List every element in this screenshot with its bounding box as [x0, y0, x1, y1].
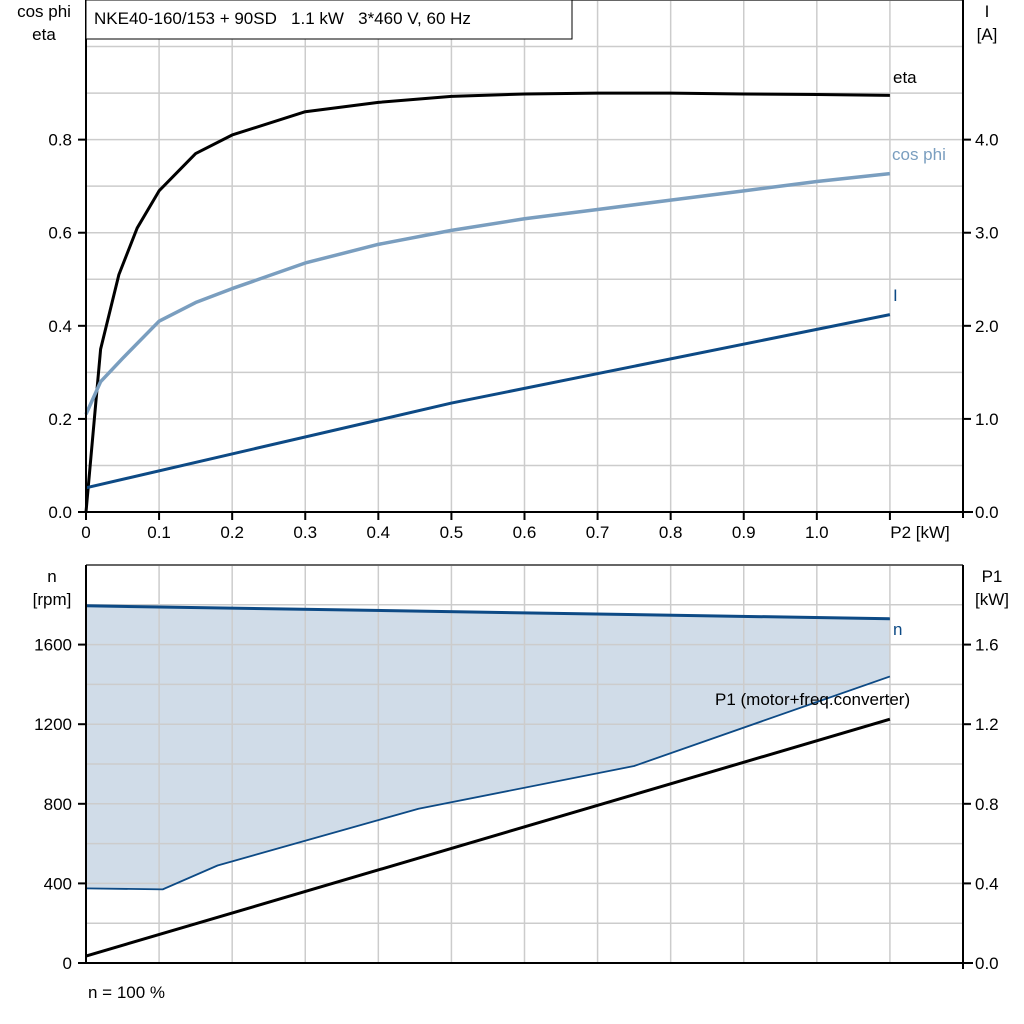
bottom-left-axis-label-1: n — [47, 567, 56, 586]
series-label-cos-phi: cos phi — [892, 145, 946, 164]
top-right-axis-label-2: [A] — [977, 25, 998, 44]
top-left-tick-label: 0.4 — [48, 317, 72, 336]
x-tick-label: 0.6 — [513, 523, 537, 542]
top-left-tick-label: 0.2 — [48, 410, 72, 429]
series-label-P1: P1 (motor+freq.converter) — [715, 690, 910, 709]
series-line-n-lower-limit — [85, 675, 891, 891]
top-left-tick-label: 0.6 — [48, 224, 72, 243]
x-axis-label: P2 [kW] — [890, 523, 950, 542]
bottom-left-tick-label: 0 — [63, 954, 72, 973]
bottom-right-axis-label-2: [kW] — [975, 590, 1009, 609]
top-right-tick-label: 0.0 — [975, 503, 999, 522]
top-left-axis-label-2: eta — [32, 25, 56, 44]
bottom-right-tick-label: 1.2 — [975, 715, 999, 734]
top-left-tick-label: 0.0 — [48, 503, 72, 522]
bottom-left-tick-label: 1600 — [34, 636, 72, 655]
x-tick-label: 0 — [81, 523, 90, 542]
top-right-tick-label: 3.0 — [975, 224, 999, 243]
top-right-axis-label-1: I — [985, 2, 990, 21]
top-plot-grid — [86, 0, 963, 512]
x-tick-label: 0.4 — [367, 523, 391, 542]
chart-title: NKE40-160/153 + 90SD 1.1 kW 3*460 V, 60 … — [94, 9, 471, 28]
top-right-tick-label: 1.0 — [975, 410, 999, 429]
bottom-left-tick-label: 400 — [44, 874, 72, 893]
title-box — [85, 0, 573, 40]
series-line-eta — [84, 91, 890, 513]
series-label-n: n — [893, 620, 902, 639]
series-label-I: I — [893, 286, 898, 305]
bottom-left-tick-label: 800 — [44, 795, 72, 814]
bottom-right-tick-label: 0.0 — [975, 954, 999, 973]
bottom-left-tick-label: 1200 — [34, 715, 72, 734]
bottom-right-tick-label: 0.8 — [975, 795, 999, 814]
series-line-cos-phi — [84, 171, 891, 415]
series-line-p1-motor-freq-converter- — [85, 717, 891, 958]
top-right-tick-label: 4.0 — [975, 131, 999, 150]
bottom-right-axis-label-1: P1 — [982, 567, 1003, 586]
x-tick-label: 0.2 — [220, 523, 244, 542]
x-tick-label: 0.7 — [586, 523, 610, 542]
bottom-left-axis-label-2: [rpm] — [33, 590, 72, 609]
x-tick-label: 0.1 — [147, 523, 171, 542]
bottom-right-tick-label: 1.6 — [975, 636, 999, 655]
x-tick-label: 1.0 — [805, 523, 829, 542]
axes: 0.0 0.2 0.4 0.6 0.8 0.0 1.0 2.0 3.0 4.0 0 0.1 0.2 0.3… — [34, 0, 999, 973]
footer-note: n = 100 % — [88, 983, 165, 1002]
series-lines — [84, 91, 891, 958]
series-label-eta: eta — [893, 68, 917, 87]
top-right-tick-label: 2.0 — [975, 317, 999, 336]
series-line-i — [85, 313, 891, 490]
series-line-n — [85, 604, 890, 621]
bottom-plot-grid — [86, 564, 963, 963]
x-tick-label: 0.9 — [732, 523, 756, 542]
x-tick-label: 0.8 — [659, 523, 683, 542]
top-left-tick-label: 0.8 — [48, 131, 72, 150]
x-tick-label: 0.5 — [440, 523, 464, 542]
top-left-axis-label-1: cos phi — [17, 2, 71, 21]
bottom-right-tick-label: 0.4 — [975, 874, 999, 893]
x-tick-label: 0.3 — [293, 523, 317, 542]
speed-range-band — [86, 605, 890, 890]
